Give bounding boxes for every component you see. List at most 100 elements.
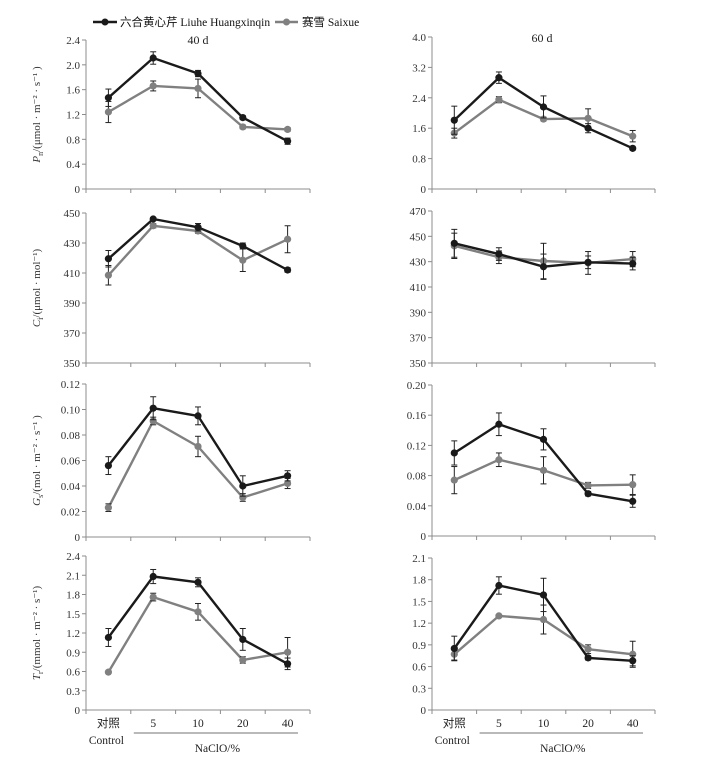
- data-point-liuhe: [194, 412, 202, 420]
- data-point-saixue: [194, 442, 202, 451]
- chart-panel-4: 350 370 390 410 430 450 470: [410, 206, 656, 370]
- y-tick-label: 430: [410, 257, 427, 269]
- data-point-liuhe: [194, 223, 202, 231]
- legend-item-saixue: 赛雪 Saixue: [275, 15, 359, 29]
- y-tick-label: 350: [64, 358, 81, 370]
- data-point-liuhe: [495, 420, 503, 428]
- series-saixue: [450, 452, 637, 495]
- x-control-label: Control: [435, 735, 470, 747]
- data-point-liuhe: [284, 660, 292, 668]
- data-point-liuhe: [584, 654, 592, 662]
- y-axis-subscript: r: [36, 671, 45, 674]
- series-liuhe: [450, 71, 637, 152]
- y-tick-label: 1.6: [412, 123, 426, 135]
- y-tick-label: 370: [410, 333, 427, 345]
- chart-panel-5: 0 0.02 0.04 0.06 0.08 0.10 0.12 Gs/(mol · m⁻² ·…: [31, 379, 311, 544]
- y-tick-label: 0.12: [61, 379, 80, 391]
- y-tick-label: 1.5: [66, 609, 80, 621]
- y-tick-label: 0.06: [61, 456, 81, 468]
- y-axis-subscript: i: [36, 317, 45, 320]
- data-point-liuhe: [104, 255, 112, 263]
- y-axis-subscript: n: [36, 152, 45, 156]
- x-tick-label: 20: [237, 718, 249, 730]
- data-point-liuhe: [149, 54, 157, 62]
- chart-panel-7: 0 0.3 0.6 0.9 1.2 1.5 1.8 2.1 2.4 Tr/(mmol · m⁻² …: [31, 551, 311, 717]
- y-axis-symbol: G: [31, 498, 43, 506]
- y-tick-label: 0: [75, 184, 81, 196]
- data-point-liuhe: [450, 644, 458, 653]
- series-saixue: [104, 416, 292, 512]
- y-tick-label: 390: [410, 307, 427, 319]
- legend: 六合黄心芹 Liuhe Huangxinqin 赛雪 Saixue: [93, 15, 359, 29]
- series-line-saixue: [107, 419, 288, 509]
- y-tick-label: 0.3: [66, 686, 80, 698]
- data-point-saixue: [539, 466, 548, 474]
- data-point-liuhe: [584, 258, 592, 266]
- legend-label-liuhe: 六合黄心芹 Liuhe Huangxinqin: [120, 15, 270, 29]
- data-point-liuhe: [495, 581, 503, 590]
- data-point-saixue: [539, 615, 548, 624]
- y-tick-label: 1.8: [412, 575, 426, 587]
- series-liuhe: [104, 396, 292, 497]
- series-liuhe: [104, 568, 292, 671]
- data-point-liuhe: [539, 591, 548, 599]
- series-liuhe: [104, 51, 292, 145]
- data-point-liuhe: [239, 635, 247, 644]
- y-tick-label: 0.9: [412, 640, 426, 652]
- chart-panels: 0 0.4 0.8 1.2 1.6 2.0 2.4 40 d Pn/(μmol · m⁻² · …: [31, 31, 656, 717]
- y-tick-label: 0: [421, 531, 427, 543]
- data-point-saixue: [104, 668, 112, 676]
- y-axis-label: Ci/(μmol · mol⁻¹): [31, 248, 45, 327]
- y-axis-label: Tr/(mmol · m⁻² · s⁻¹): [31, 586, 45, 681]
- y-tick-label: 1.8: [66, 590, 80, 602]
- y-tick-label: 4.0: [412, 32, 426, 44]
- data-point-saixue: [284, 479, 292, 488]
- data-point-liuhe: [104, 462, 112, 470]
- y-tick-label: 0: [75, 705, 81, 717]
- y-tick-label: 0.08: [407, 471, 427, 483]
- y-tick-label: 450: [410, 231, 427, 243]
- data-point-liuhe: [284, 472, 292, 480]
- data-point-liuhe: [239, 242, 247, 250]
- y-tick-label: 0.02: [61, 507, 80, 519]
- y-tick-label: 470: [410, 206, 427, 218]
- data-point-liuhe: [629, 657, 637, 665]
- data-point-liuhe: [239, 482, 247, 490]
- y-axis-subscript: s: [36, 495, 45, 498]
- y-tick-label: 350: [410, 358, 427, 370]
- y-tick-label: 2.4: [412, 93, 426, 105]
- y-axis-unit: /(μmol · m⁻² · s⁻¹ ): [31, 66, 43, 152]
- y-tick-label: 2.4: [66, 551, 80, 563]
- data-point-saixue: [239, 493, 247, 502]
- y-axis-label: Pn/(μmol · m⁻² · s⁻¹ ): [31, 66, 45, 164]
- y-tick-label: 410: [410, 282, 427, 294]
- data-point-saixue: [539, 115, 548, 123]
- data-point-liuhe: [149, 215, 157, 223]
- x-axis-title: NaClO/%: [540, 743, 586, 755]
- x-tick-label: 5: [496, 718, 502, 730]
- x-tick-label: 10: [192, 718, 204, 730]
- data-point-saixue: [104, 108, 112, 116]
- y-tick-label: 1.6: [66, 85, 80, 97]
- x-tick-label: 40: [627, 718, 639, 730]
- y-tick-label: 0.6: [412, 662, 426, 674]
- data-point-saixue: [495, 612, 503, 620]
- y-tick-label: 0: [421, 184, 427, 196]
- chart-title: 60 d: [532, 31, 553, 45]
- y-axis-unit: /(μmol · mol⁻¹): [31, 248, 43, 317]
- series-saixue: [104, 592, 292, 676]
- data-point-saixue: [284, 648, 292, 656]
- data-point-saixue: [104, 271, 112, 279]
- data-point-liuhe: [149, 572, 157, 581]
- data-point-saixue: [584, 645, 592, 653]
- x-axis-labels: 对照 5 10 20 40 Control NaClO/% 对照 5 10 20 40 Control N…: [89, 716, 643, 755]
- data-point-liuhe: [149, 404, 157, 412]
- chart-panel-2: 0 0.8 1.6 2.4 3.2 4.0 60 d: [412, 31, 656, 196]
- y-tick-label: 2.4: [66, 35, 80, 47]
- data-point-liuhe: [239, 114, 247, 122]
- y-tick-label: 0.8: [412, 154, 426, 166]
- y-axis-unit: /(mol · m⁻² · s⁻¹ ): [31, 415, 43, 495]
- data-point-liuhe: [284, 137, 292, 145]
- y-tick-label: 2.1: [66, 570, 80, 582]
- data-point-liuhe: [495, 250, 503, 258]
